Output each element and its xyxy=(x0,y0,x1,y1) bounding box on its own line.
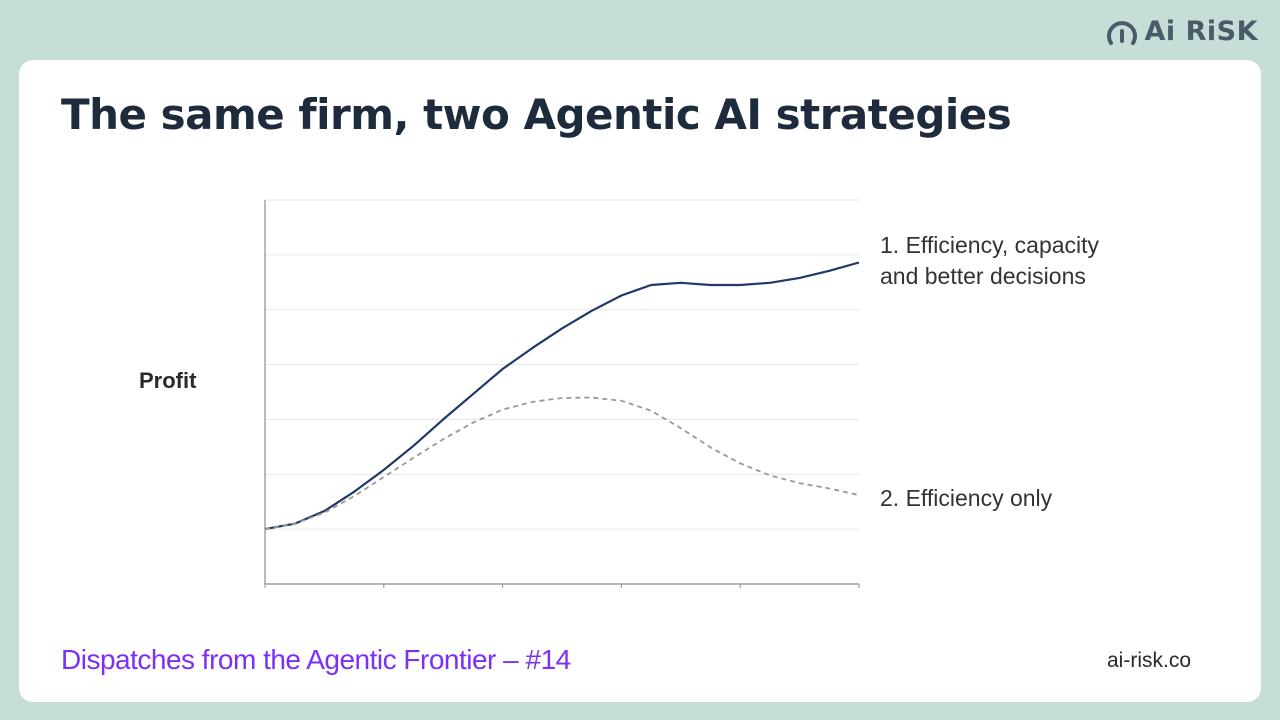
brand-logo: Ai RiSK xyxy=(1105,16,1258,47)
chart-axes xyxy=(264,200,860,588)
brand-name: Ai RiSK xyxy=(1144,16,1258,47)
profit-chart xyxy=(264,199,860,588)
footer-website: ai-risk.co xyxy=(1106,649,1191,672)
series-label-1-line-2: and better decisions xyxy=(880,263,1086,289)
slide-title: The same firm, two Agentic AI strategies xyxy=(61,90,1012,139)
series-line-2 xyxy=(264,396,860,530)
series-line-1 xyxy=(264,261,860,531)
series-label-1: 1. Efficiency, capacity and better decis… xyxy=(880,230,1180,292)
y-axis-label: Profit xyxy=(139,368,197,393)
series-label-1-line-1: 1. Efficiency, capacity xyxy=(880,232,1100,258)
slide-card: The same firm, two Agentic AI strategies… xyxy=(19,60,1261,702)
chart-grid xyxy=(265,199,859,530)
series-label-2: 2. Efficiency only xyxy=(880,483,1180,514)
footer-series-title: Dispatches from the Agentic Frontier – #… xyxy=(61,644,571,675)
chart-series xyxy=(264,261,860,531)
gauge-icon xyxy=(1106,20,1137,45)
series-label-2-line-1: 2. Efficiency only xyxy=(880,485,1053,511)
